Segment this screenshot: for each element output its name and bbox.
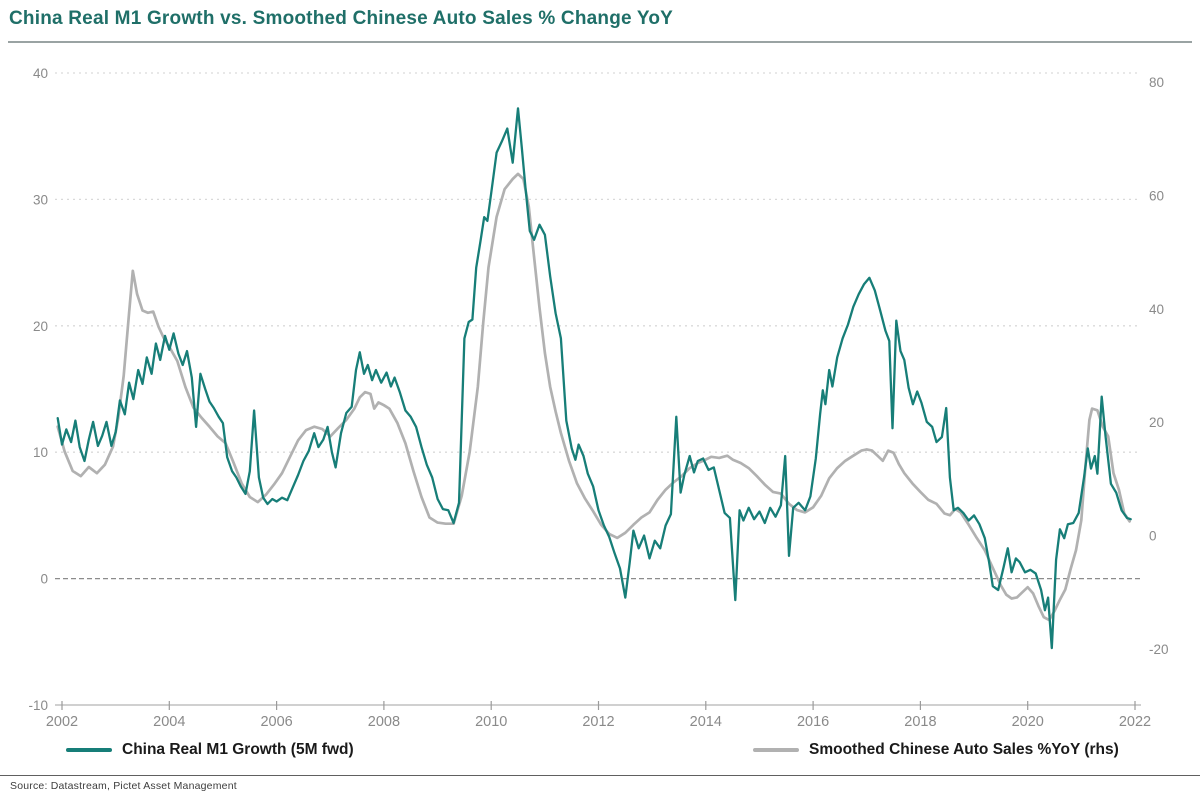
x-axis-label: 2020 [1012, 714, 1044, 730]
y-axis-label-right: -20 [1149, 642, 1169, 657]
legend-label-auto: Smoothed Chinese Auto Sales %YoY (rhs) [809, 741, 1119, 758]
x-axis-label: 2004 [153, 714, 185, 730]
legend-item-m1: China Real M1 Growth (5M fwd) [66, 736, 354, 764]
legend-label-m1: China Real M1 Growth (5M fwd) [122, 741, 354, 758]
x-axis-label: 2022 [1119, 714, 1151, 730]
y-axis-label-right: 0 [1149, 529, 1157, 544]
y-axis-label-left: 20 [33, 319, 48, 334]
x-axis-label: 2018 [904, 714, 936, 730]
auto-sales-line [56, 172, 1131, 622]
x-axis-label: 2012 [582, 714, 614, 730]
m1-growth-line [56, 107, 1132, 650]
y-axis-label-left: -10 [28, 698, 48, 713]
y-axis-label-right: 60 [1149, 188, 1164, 203]
y-axis-label-left: 10 [33, 445, 48, 460]
x-axis-label: 2014 [690, 714, 722, 730]
y-axis-label-right: 40 [1149, 302, 1164, 317]
x-axis-label: 2006 [260, 714, 292, 730]
x-axis-label: 2016 [797, 714, 829, 730]
y-axis-label-left: 30 [33, 192, 48, 207]
title-underline-rule [8, 41, 1192, 43]
y-axis-label-left: 40 [33, 66, 48, 81]
legend: China Real M1 Growth (5M fwd) Smoothed C… [0, 736, 1200, 764]
page-title: China Real M1 Growth vs. Smoothed Chines… [9, 8, 674, 29]
y-axis-label-left: 0 [40, 572, 48, 587]
footer-rule [0, 775, 1200, 776]
y-axis-label-right: 20 [1149, 415, 1164, 430]
x-axis-label: 2008 [368, 714, 400, 730]
source-text: Source: Datastream, Pictet Asset Managem… [10, 780, 237, 792]
legend-swatch-m1-icon [66, 748, 112, 752]
legend-swatch-auto-icon [753, 748, 799, 752]
legend-item-auto: Smoothed Chinese Auto Sales %YoY (rhs) [753, 736, 1119, 764]
y-axis-label-right: 80 [1149, 75, 1164, 90]
x-axis-label: 2002 [46, 714, 78, 730]
x-axis-label: 2010 [475, 714, 507, 730]
